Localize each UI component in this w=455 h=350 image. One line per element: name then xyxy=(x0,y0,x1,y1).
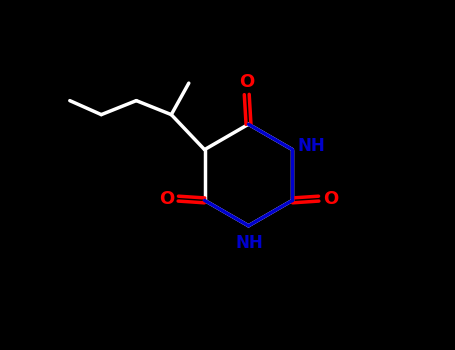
Text: NH: NH xyxy=(236,234,263,252)
Text: O: O xyxy=(239,73,254,91)
Text: O: O xyxy=(159,190,174,208)
Text: NH: NH xyxy=(298,137,326,155)
Text: O: O xyxy=(323,190,338,208)
